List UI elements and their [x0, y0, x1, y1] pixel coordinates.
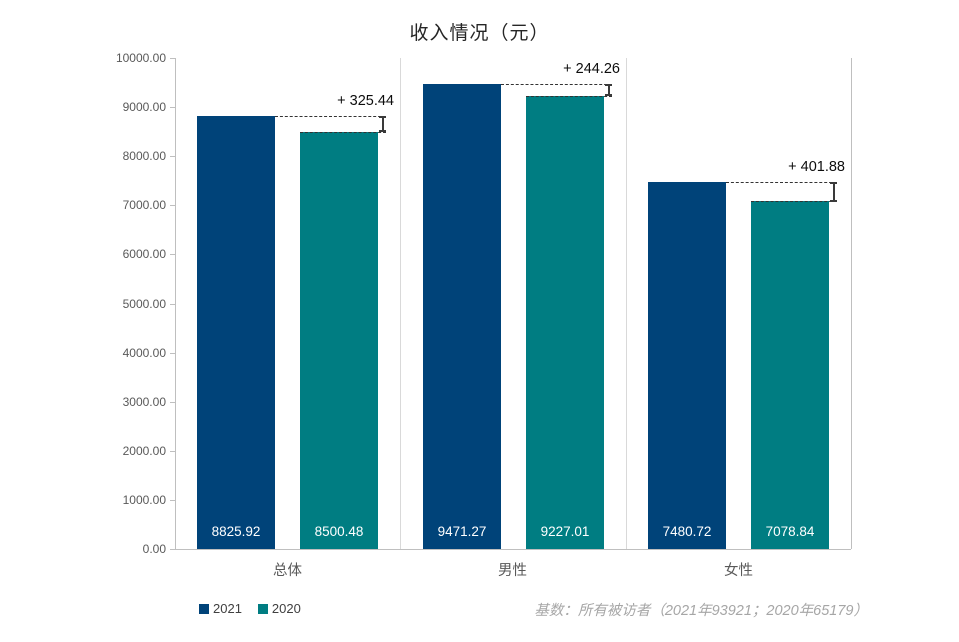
y-axis-tick: [170, 205, 175, 206]
bar-2020: [526, 96, 604, 549]
y-axis-tick: [170, 254, 175, 255]
bar-value-2020: 7078.84: [765, 524, 815, 539]
y-axis-tick: [170, 58, 175, 59]
category-separator: [626, 58, 627, 549]
diff-bracket-part: [607, 84, 610, 96]
base-note: 基数：所有被访者（2021年93921；2020年65179）: [534, 603, 868, 619]
diff-label: + 244.26: [563, 61, 620, 77]
category-separator: [400, 58, 401, 549]
diff-bracket: [830, 182, 837, 202]
y-axis-label: 4000.00: [122, 346, 166, 360]
legend-item-2020: 2020: [257, 601, 301, 616]
y-axis-label: 7000.00: [122, 198, 166, 212]
bar-value-2020: 9227.01: [540, 524, 590, 539]
y-axis-tick: [170, 402, 175, 403]
y-axis-label: 9000.00: [122, 100, 166, 114]
y-axis-label: 10000.00: [115, 51, 166, 65]
diff-bracket-part: [381, 116, 384, 132]
x-category-label: 女性: [724, 563, 753, 579]
y-axis-tick: [170, 451, 175, 452]
y-axis-tick: [170, 107, 175, 108]
y-axis-tick: [170, 500, 175, 501]
y-axis-tick: [170, 549, 175, 550]
y-axis-tick: [170, 353, 175, 354]
bar-value-2021: 8825.92: [211, 524, 261, 539]
diff-dash-bottom: [751, 201, 837, 202]
legend-label-2021: 2021: [213, 601, 242, 616]
x-category-label: 男性: [498, 563, 527, 579]
chart-title: 收入情况（元）: [409, 23, 550, 44]
y-axis-label: 5000.00: [122, 297, 166, 311]
y-axis-label: 8000.00: [122, 149, 166, 163]
bar-2021: [197, 116, 275, 549]
bar-2020: [300, 132, 378, 549]
diff-label: + 325.44: [337, 93, 394, 109]
bar-value-2021: 7480.72: [662, 524, 712, 539]
y-axis-label: 6000.00: [122, 247, 166, 261]
x-category-label: 总体: [273, 563, 302, 579]
legend-label-2020: 2020: [271, 601, 301, 616]
plot-right-border: [851, 58, 852, 549]
legend: 2021 2020: [199, 601, 301, 616]
y-axis-line: [175, 58, 176, 549]
diff-bracket: [379, 116, 386, 132]
y-axis-label: 2000.00: [122, 444, 166, 458]
diff-label: + 401.88: [788, 159, 845, 175]
legend-swatch-2021-icon: [199, 603, 209, 614]
y-axis-label: 1000.00: [122, 493, 166, 507]
legend-swatch-2020-icon: [257, 603, 268, 614]
legend-item-2021: 2021: [199, 601, 242, 616]
diff-dash-top: [275, 116, 386, 117]
x-axis-line: [170, 549, 851, 550]
y-axis-label: 0.00: [142, 542, 166, 556]
y-axis-tick: [170, 304, 175, 305]
bar-2021: [423, 84, 501, 549]
y-axis-tick: [170, 156, 175, 157]
bar-value-2021: 9471.27: [437, 524, 487, 539]
diff-dash-bottom: [300, 132, 386, 133]
diff-bracket: [605, 84, 612, 96]
y-axis-label: 3000.00: [122, 395, 166, 409]
diff-dash-top: [501, 84, 612, 85]
diff-bracket-part: [832, 182, 835, 202]
bar-2021: [648, 182, 726, 549]
diff-dash-bottom: [526, 96, 612, 97]
diff-dash-top: [726, 182, 837, 183]
bar-value-2020: 8500.48: [314, 524, 364, 539]
bar-2020: [751, 201, 829, 549]
